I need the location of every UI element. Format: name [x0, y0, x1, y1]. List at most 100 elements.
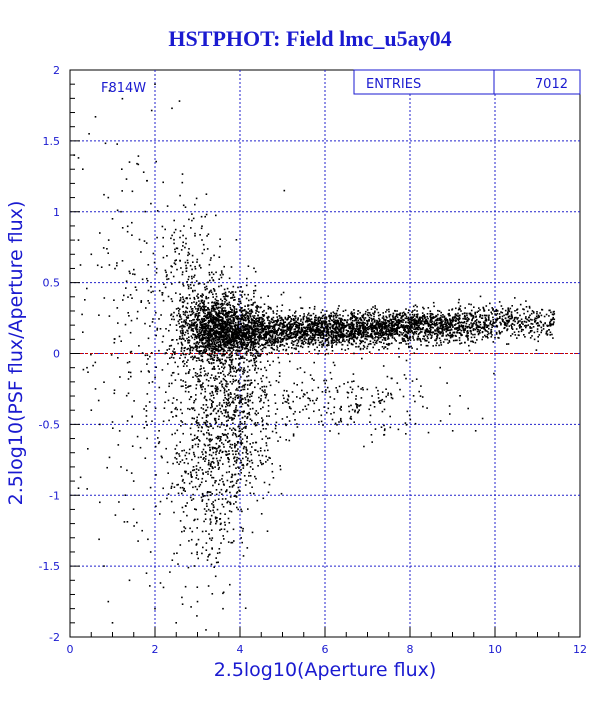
data-point [208, 336, 210, 339]
data-point [458, 317, 460, 319]
data-point [437, 334, 439, 337]
data-point [314, 333, 317, 335]
data-point [188, 323, 191, 326]
data-point [241, 333, 244, 336]
data-point [240, 338, 243, 341]
data-point [416, 316, 419, 319]
data-point [183, 325, 186, 328]
data-point [314, 339, 316, 342]
data-point [224, 296, 226, 298]
data-point [242, 331, 245, 334]
data-point [229, 501, 231, 504]
data-point [350, 342, 353, 345]
data-point [279, 325, 281, 327]
data-point [203, 334, 206, 337]
data-point [297, 329, 300, 331]
data-point [484, 328, 486, 331]
data-point [323, 320, 326, 322]
data-point [315, 322, 317, 325]
data-point [246, 404, 249, 406]
data-point [203, 328, 206, 330]
data-point [196, 600, 199, 603]
data-point [231, 434, 234, 436]
data-point [254, 343, 256, 345]
data-point [553, 318, 556, 321]
data-point [248, 317, 250, 319]
data-point [268, 320, 271, 322]
data-point [364, 317, 367, 319]
data-point [510, 315, 513, 317]
data-point [203, 301, 205, 304]
data-point [427, 317, 429, 320]
data-point [285, 335, 287, 337]
data-point [435, 319, 438, 322]
data-point [386, 326, 388, 329]
data-point [216, 338, 218, 341]
data-point [454, 334, 457, 337]
data-point [331, 325, 333, 327]
data-point [313, 334, 316, 336]
data-point [250, 332, 253, 334]
data-point [210, 311, 212, 313]
data-point [341, 344, 343, 346]
data-point [443, 323, 446, 325]
data-point [405, 331, 408, 333]
data-point [374, 325, 376, 328]
data-point [537, 314, 540, 317]
data-point [222, 350, 225, 353]
data-point [338, 305, 340, 307]
data-point [409, 331, 412, 334]
data-point [308, 350, 311, 353]
data-point [295, 330, 297, 332]
data-point [514, 334, 517, 336]
data-point [333, 318, 335, 320]
data-point [215, 306, 218, 309]
data-point [94, 388, 97, 390]
data-point [308, 324, 310, 327]
data-point [341, 332, 344, 335]
data-point [279, 343, 282, 346]
data-point [211, 446, 214, 449]
data-point [382, 312, 384, 314]
data-point [437, 313, 439, 316]
data-point [268, 306, 271, 309]
data-point [350, 311, 353, 313]
data-point [199, 305, 201, 308]
data-point [479, 316, 481, 318]
data-point [215, 453, 217, 456]
data-point [316, 326, 318, 328]
data-point [268, 344, 271, 347]
data-point [266, 330, 268, 333]
data-point [529, 330, 532, 332]
data-point [290, 328, 293, 330]
data-point [199, 345, 201, 348]
data-point [349, 337, 351, 340]
data-point [154, 83, 156, 85]
data-point [396, 323, 399, 326]
data-point [187, 317, 190, 319]
data-point [215, 335, 217, 338]
data-point [327, 331, 330, 334]
data-point [410, 319, 413, 322]
data-point [440, 318, 443, 321]
data-point [362, 327, 364, 329]
data-point [239, 317, 242, 320]
data-point [224, 337, 227, 340]
data-point [321, 317, 324, 320]
data-point [237, 325, 239, 328]
data-point [195, 345, 198, 347]
data-point [451, 333, 454, 336]
data-point [531, 329, 533, 332]
data-point [322, 344, 325, 347]
data-point [304, 327, 307, 329]
data-point [212, 338, 215, 341]
data-point [190, 329, 193, 331]
data-point [537, 316, 539, 319]
data-point [334, 341, 336, 343]
data-point [234, 340, 236, 342]
data-point [439, 333, 442, 335]
data-point [514, 297, 516, 299]
data-point [216, 326, 219, 328]
data-point [308, 342, 311, 345]
